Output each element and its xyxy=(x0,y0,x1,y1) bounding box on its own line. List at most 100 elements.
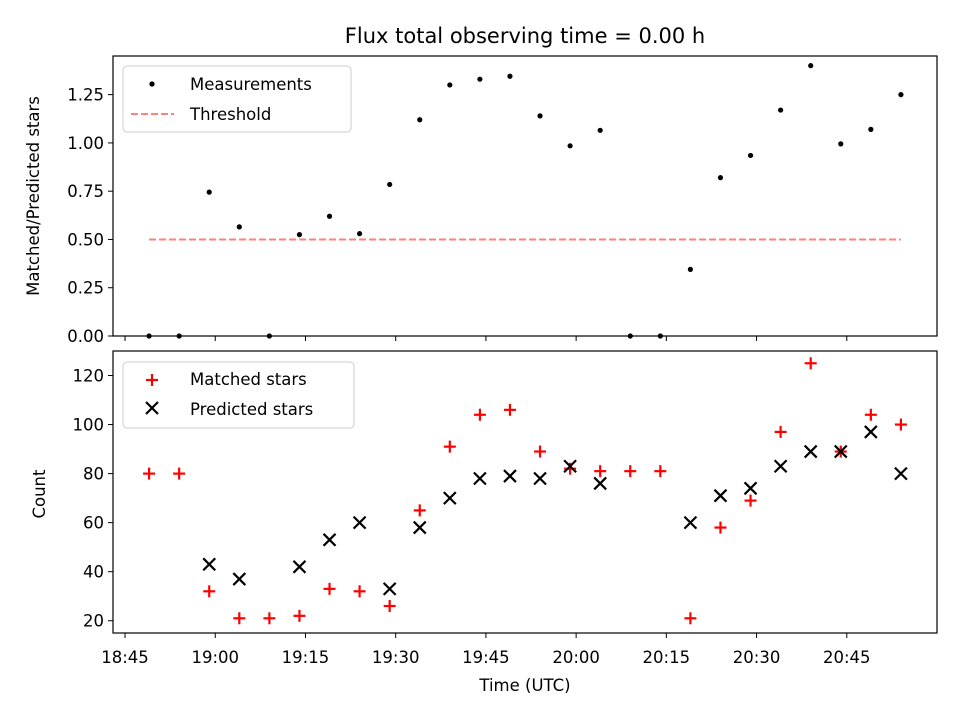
bottom-x-tick-label: 20:45 xyxy=(823,648,871,667)
legend-measurements-label: Measurements xyxy=(190,75,312,94)
matched-star-point xyxy=(293,609,306,622)
legend-threshold-label: Threshold xyxy=(189,105,271,124)
predicted-marker-b xyxy=(473,471,487,486)
top-y-axis: 0.00 0.25 0.50 0.75 1.00 1.25 xyxy=(67,86,113,346)
measurement-point xyxy=(717,175,724,181)
predicted-marker-b xyxy=(803,444,818,459)
matched-star-point xyxy=(143,467,156,480)
measurement-point xyxy=(537,113,543,119)
measurement-point xyxy=(296,232,303,238)
measurement-point xyxy=(687,266,694,272)
top-y-tick-label: 0.25 xyxy=(67,279,104,298)
matched-star-point xyxy=(503,403,516,416)
matched-star-point xyxy=(654,465,667,478)
matched-star-point xyxy=(684,612,697,625)
top-y-tick-label: 1.00 xyxy=(67,134,104,153)
predicted-star-point xyxy=(412,520,427,535)
bottom-x-axis: 18:45 19:00 19:15 19:30 19:45 20:00 20:15 20:30… xyxy=(101,633,871,667)
predicted-star-point xyxy=(382,582,397,596)
legend-predicted-label: Predicted stars xyxy=(190,400,313,419)
matched-star-point xyxy=(263,612,276,625)
top-plot-area xyxy=(112,55,938,339)
top-y-tick-label: 0.75 xyxy=(67,182,104,201)
matched-star-point xyxy=(413,504,426,517)
bottom-x-tick-label: 19:15 xyxy=(282,648,330,667)
top-x-axis xyxy=(124,336,848,341)
measurement-point xyxy=(417,117,423,123)
predicted-marker-b xyxy=(743,481,758,496)
top-y-tick-label: 0.50 xyxy=(67,230,104,249)
predicted-marker-b xyxy=(232,572,247,586)
predicted-marker-b xyxy=(352,515,367,530)
matched-star-point xyxy=(594,465,607,478)
predicted-star-point xyxy=(503,469,517,483)
predicted-star-point xyxy=(683,515,698,530)
bottom-y-tick-label: 40 xyxy=(83,563,104,582)
predicted-star-point xyxy=(292,560,307,574)
measurement-point xyxy=(868,126,874,132)
bottom-y-axis: 20 40 60 80 100 120 xyxy=(73,367,113,631)
measurement-point xyxy=(567,143,573,149)
legend-matched-marker xyxy=(146,374,158,386)
bottom-y-tick-label: 100 xyxy=(73,416,105,435)
matched-star-point xyxy=(383,600,396,613)
bottom-legend: Matched stars Predicted stars xyxy=(122,361,355,429)
predicted-marker-b xyxy=(443,491,457,505)
legend-predicted-marker xyxy=(145,401,159,415)
top-legend-box xyxy=(122,65,352,133)
predicted-marker-b xyxy=(864,425,878,439)
predicted-star-point xyxy=(803,444,818,459)
matched-star-point xyxy=(353,585,366,598)
predicted-star-point xyxy=(563,459,577,474)
bottom-x-tick-label: 20:00 xyxy=(552,648,600,667)
matched-star-point xyxy=(894,418,907,431)
measurement-point xyxy=(447,82,453,88)
bottom-y-axis-label: Count xyxy=(30,469,49,519)
legend-measurements-marker xyxy=(149,81,155,87)
top-legend: Measurements Threshold xyxy=(122,65,352,133)
bottom-y-tick-label: 80 xyxy=(83,465,104,484)
predicted-marker-b xyxy=(322,533,337,547)
measurement-point xyxy=(898,92,904,98)
predicted-star-point xyxy=(352,515,367,530)
predicted-marker-b xyxy=(382,582,397,596)
predicted-star-point xyxy=(743,481,758,496)
bottom-legend-box xyxy=(122,361,355,429)
predicted-star-point xyxy=(713,488,728,503)
matched-star-point xyxy=(864,408,877,421)
predicted-marker-b xyxy=(503,469,517,483)
bottom-x-tick-label: 19:00 xyxy=(191,648,239,667)
matched-star-point xyxy=(744,494,757,507)
bottom-plot-area xyxy=(112,350,938,634)
predicted-marker-b xyxy=(593,476,607,491)
measurement-point xyxy=(657,333,663,339)
bottom-x-tick-label: 19:30 xyxy=(372,648,420,667)
bottom-x-tick-label: 20:15 xyxy=(643,648,691,667)
predicted-star-point xyxy=(443,491,457,505)
predicted-star-point xyxy=(322,533,337,547)
legend-matched-label: Matched stars xyxy=(190,370,307,389)
bottom-y-tick-label: 20 xyxy=(83,612,104,631)
measurement-point xyxy=(747,152,754,159)
predicted-marker-b xyxy=(533,471,547,486)
measurement-point xyxy=(597,127,603,133)
measurement-point xyxy=(387,181,393,188)
predicted-marker-b xyxy=(563,459,577,474)
measurement-point xyxy=(146,333,152,339)
measurement-point xyxy=(326,213,333,219)
matched-star-point xyxy=(804,357,817,370)
top-y-tick-label: 1.25 xyxy=(67,86,104,105)
predicted-star-point xyxy=(773,459,788,474)
predicted-star-point xyxy=(894,466,908,481)
matched-star-point xyxy=(534,445,547,458)
top-plot-frame xyxy=(112,55,938,337)
predicted-star-point xyxy=(864,425,878,439)
predicted-marker-b xyxy=(683,515,698,530)
measurement-point xyxy=(477,76,483,82)
measurement-point xyxy=(356,231,363,237)
matched-star-point xyxy=(323,582,336,595)
measurement-point xyxy=(236,224,242,230)
bottom-x-tick-label: 20:30 xyxy=(733,648,781,667)
matched-star-point xyxy=(173,467,186,480)
